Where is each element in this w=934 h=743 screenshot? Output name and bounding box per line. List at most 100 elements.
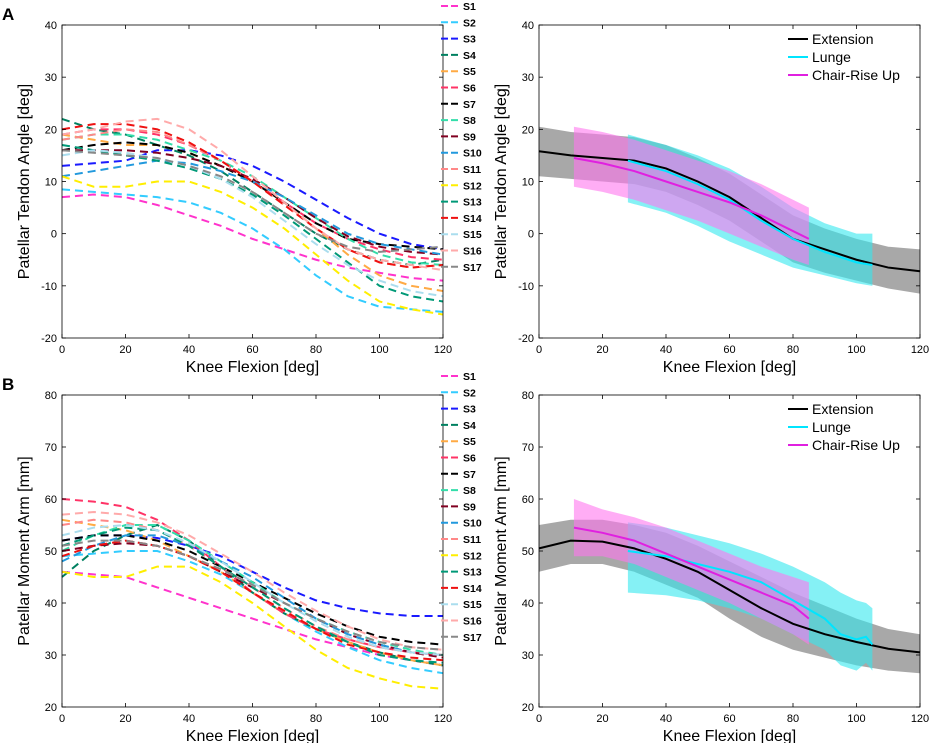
y-axis-label: Patellar Moment Arm [mm] (493, 456, 510, 645)
chart-a-left: 0 20 40 60 80 100 120 -20 -10 0 10 20 30 40 Knee Flexi… (16, 1, 482, 376)
y-tick-label: 20 (522, 124, 534, 136)
line-chair-rise-up (573, 157, 810, 240)
y-tick-label: 30 (522, 72, 534, 84)
legend-item: S4 (441, 50, 476, 62)
band-chair-rise-up (573, 126, 809, 265)
legend-item: Lunge (788, 419, 851, 435)
y-tick-label: 50 (45, 546, 57, 558)
y-tick-label: 10 (522, 177, 534, 189)
legend-label: S9 (463, 131, 476, 143)
legend: Extension Lunge Chair-Rise Up (788, 31, 900, 83)
legend-item: S6 (441, 453, 476, 465)
legend-label: Chair-Rise Up (812, 437, 900, 453)
legend-label: S1 (463, 1, 476, 13)
line-extension (538, 150, 921, 273)
legend-label: Lunge (812, 49, 851, 65)
legend-label: S12 (463, 550, 482, 562)
legend: Extension Lunge Chair-Rise Up (788, 401, 900, 453)
line-s17 (61, 539, 444, 651)
line-s17 (61, 149, 444, 253)
x-tick-label: 40 (183, 713, 195, 725)
line-s14 (61, 539, 444, 662)
line-s15 (61, 149, 444, 298)
legend-item: S10 (441, 518, 482, 530)
legend-item: S5 (441, 66, 476, 78)
legend-label: S11 (463, 164, 481, 176)
legend-label: Extension (812, 31, 873, 47)
plot-area (538, 126, 921, 294)
x-tick-label: 0 (536, 344, 542, 356)
legend-label: S13 (463, 567, 482, 579)
legend-item: Chair-Rise Up (788, 437, 900, 453)
legend-item: S2 (441, 17, 476, 29)
x-tick-label: 100 (847, 713, 865, 725)
legend-item: S13 (441, 197, 482, 209)
x-tick-label: 80 (787, 713, 799, 725)
y-tick-label: 40 (45, 598, 57, 610)
line-s6 (61, 498, 444, 656)
x-tick-label: 120 (434, 344, 452, 356)
x-tick-label: 80 (310, 713, 322, 725)
legend-label: S1 (463, 371, 476, 383)
line-chair-rise-up (573, 526, 810, 620)
legend-label: S2 (463, 387, 476, 399)
x-tick-label: 40 (183, 344, 195, 356)
legend-item: S14 (441, 213, 482, 225)
legend: S1 S2 S3 S4 S5 S6 S7 S8 S9 S10 S11 S12 S13 S14 S15 S16 S… (441, 1, 482, 274)
legend-label: S17 (463, 262, 482, 274)
x-tick-label: 0 (59, 713, 65, 725)
y-tick-label: -20 (518, 333, 534, 345)
line-s1 (61, 193, 444, 282)
legend-label: S12 (463, 180, 482, 192)
legend-item: S11 (441, 534, 481, 546)
x-tick-label: 100 (847, 344, 865, 356)
legend-label: Chair-Rise Up (812, 67, 900, 83)
band-chair-rise-up (573, 499, 809, 645)
legend-item: S5 (441, 436, 476, 448)
x-tick-label: 80 (310, 344, 322, 356)
legend-item: Extension (788, 31, 873, 47)
line-s4 (61, 523, 444, 667)
legend-item: S3 (441, 404, 476, 416)
legend-label: S8 (463, 485, 476, 497)
legend-label: S4 (463, 50, 476, 62)
y-tick-label: 40 (522, 598, 534, 610)
x-tick-label: 60 (723, 344, 735, 356)
line-extension (538, 539, 921, 654)
legend-label: S6 (463, 453, 476, 465)
line-s9 (62, 149, 444, 256)
x-tick-label: 60 (246, 713, 258, 725)
legend-item: S15 (441, 599, 482, 611)
legend-label: S8 (463, 115, 476, 127)
legend-item: S10 (441, 148, 482, 160)
y-axis-label: Patellar Tendon Angle [deg] (16, 84, 33, 279)
plot-area (61, 117, 444, 316)
line-s16 (61, 510, 444, 651)
line-s4 (61, 117, 444, 266)
legend-label: Lunge (812, 419, 851, 435)
legend-label: S10 (463, 148, 482, 160)
y-tick-label: 10 (45, 177, 57, 189)
y-tick-label: -10 (518, 281, 534, 293)
x-tick-label: 20 (119, 713, 131, 725)
line-s3 (61, 534, 443, 617)
y-tick-label: -20 (41, 333, 57, 345)
y-tick-label: 30 (45, 72, 57, 84)
y-tick-label: 0 (528, 229, 534, 241)
legend-item: S2 (441, 387, 476, 399)
legend-item: S7 (441, 469, 476, 481)
y-tick-label: 70 (45, 442, 57, 454)
legend-item: S1 (441, 371, 476, 383)
x-tick-label: 40 (660, 713, 672, 725)
legend-label: S17 (463, 632, 482, 644)
legend-label: S9 (463, 501, 476, 513)
panel-label-b: B (2, 375, 14, 394)
line-s2 (61, 188, 444, 313)
legend-label: S14 (463, 213, 482, 225)
x-axis-label: Knee Flexion [deg] (663, 728, 796, 743)
legend-item: S7 (441, 99, 476, 111)
line-s7 (61, 141, 444, 251)
legend-label: S7 (463, 469, 476, 481)
